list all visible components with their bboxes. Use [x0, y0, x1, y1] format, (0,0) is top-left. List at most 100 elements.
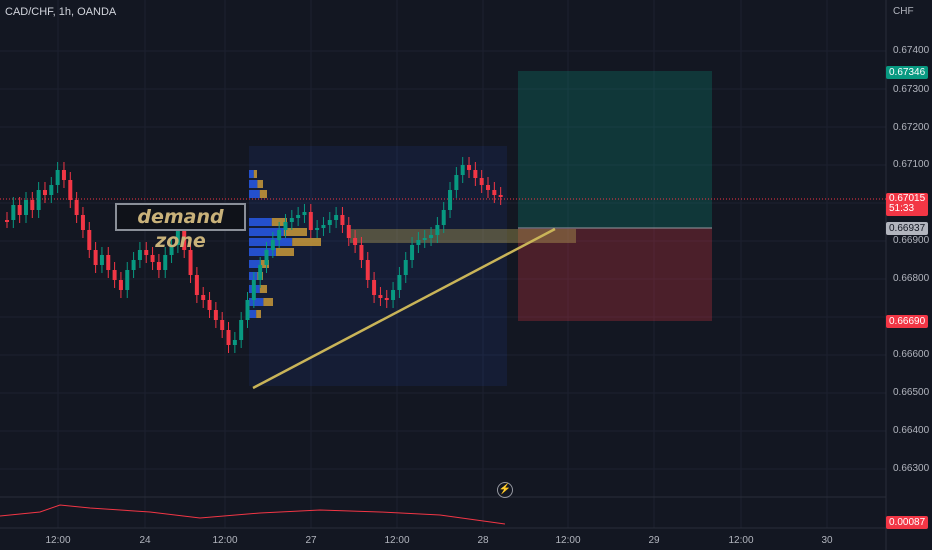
candle-body	[156, 262, 161, 270]
time-tick: 27	[305, 535, 317, 546]
candle-body	[340, 215, 345, 225]
candle-body	[106, 255, 111, 270]
candle-body	[74, 200, 79, 215]
time-tick: 29	[648, 535, 660, 546]
volume-profile-bar	[249, 238, 293, 246]
candle-body	[397, 275, 402, 290]
candle-body	[169, 245, 174, 255]
indicator-line	[0, 504, 506, 525]
candle-body	[473, 170, 478, 178]
volume-profile-bar	[259, 190, 267, 198]
candle-body	[5, 220, 9, 222]
price-tick: 0.67400	[893, 45, 930, 56]
candle-body	[346, 225, 351, 238]
candle-body	[334, 215, 339, 220]
candle-body	[163, 255, 168, 270]
candle-body	[378, 295, 383, 298]
volume-profile-bar	[249, 298, 264, 306]
candle-body	[80, 215, 85, 230]
candle-body	[359, 245, 364, 260]
candle-body	[264, 250, 269, 265]
target-price-badge: 0.67346	[886, 66, 929, 79]
time-tick: 24	[139, 535, 151, 546]
candle-body	[220, 320, 225, 330]
candle-body	[42, 190, 47, 195]
candle-body	[17, 205, 22, 215]
volume-profile-bar	[249, 170, 254, 178]
trendline	[252, 227, 556, 390]
candle-body	[49, 185, 54, 195]
candle-body	[175, 230, 180, 245]
currency-label: CHF	[893, 6, 914, 17]
candle-body	[194, 275, 199, 295]
candle-body	[321, 225, 326, 228]
entry-price-badge: 0.66937	[886, 222, 929, 235]
candle-body	[435, 225, 440, 235]
candle-body	[61, 170, 66, 180]
symbol-title[interactable]: CAD/CHF, 1h, OANDA	[5, 6, 117, 18]
candle-body	[467, 165, 472, 170]
take-profit-zone	[518, 71, 712, 228]
volume-profile-bar	[276, 248, 294, 256]
volume-profile-bar	[256, 310, 261, 318]
price-tick: 0.66900	[893, 235, 930, 246]
candle-body	[416, 240, 421, 245]
candle-body	[492, 190, 497, 195]
volume-profile-bar	[249, 218, 272, 226]
candle-body	[448, 190, 453, 210]
candle-body	[372, 280, 377, 295]
candle-body	[277, 230, 282, 240]
candle-body	[11, 205, 16, 220]
indicator-value-badge: 0.00087	[886, 516, 929, 529]
candle-body	[150, 255, 155, 262]
candle-body	[403, 260, 408, 275]
countdown-timer: 51:33	[889, 203, 915, 214]
volume-profile-bar	[249, 190, 260, 198]
volume-profile-bar	[249, 180, 258, 188]
candle-body	[137, 250, 142, 260]
candle-body	[251, 280, 256, 300]
candle-body	[213, 310, 218, 320]
price-tick: 0.67100	[893, 159, 930, 170]
lightning-icon[interactable]: ⚡	[497, 482, 513, 498]
price-tick: 0.67300	[893, 84, 930, 95]
time-tick: 12:00	[728, 535, 754, 546]
candle-body	[327, 220, 332, 225]
candle-body	[391, 290, 396, 300]
volume-profile-area	[249, 146, 507, 386]
volume-profile-bar	[249, 310, 257, 318]
volume-profile-bar	[263, 298, 273, 306]
candle-body	[441, 210, 446, 225]
candle-body	[232, 340, 237, 345]
candle-body	[68, 180, 73, 200]
candle-body	[239, 320, 244, 340]
candle-body	[479, 178, 484, 185]
candle-body	[353, 238, 358, 245]
candle-body	[486, 185, 491, 190]
time-tick: 12:00	[45, 535, 71, 546]
time-tick: 30	[821, 535, 833, 546]
demand-zone-label[interactable]: demand zone	[115, 203, 246, 252]
price-tick: 0.66800	[893, 273, 930, 284]
time-tick: 12:00	[384, 535, 410, 546]
candle-body	[245, 300, 250, 320]
candle-body	[201, 295, 206, 300]
volume-profile-bar	[249, 272, 258, 280]
volume-profile-bar	[249, 228, 284, 236]
volume-profile-bar	[259, 285, 267, 293]
candle-body	[207, 300, 212, 310]
volume-profile-bar	[253, 170, 257, 178]
candle-body	[23, 200, 28, 215]
volume-profile-bar	[283, 228, 307, 236]
candle-body	[55, 170, 60, 185]
time-tick: 12:00	[555, 535, 581, 546]
candle-body	[410, 245, 415, 260]
last-price-badge: 0.67015 51:33	[886, 193, 929, 216]
candle-body	[118, 280, 123, 290]
price-tick: 0.66600	[893, 349, 930, 360]
stop-price-badge: 0.66690	[886, 315, 929, 328]
volume-profile-bar	[249, 248, 276, 256]
candle-body	[36, 190, 41, 210]
candle-body	[125, 270, 130, 290]
